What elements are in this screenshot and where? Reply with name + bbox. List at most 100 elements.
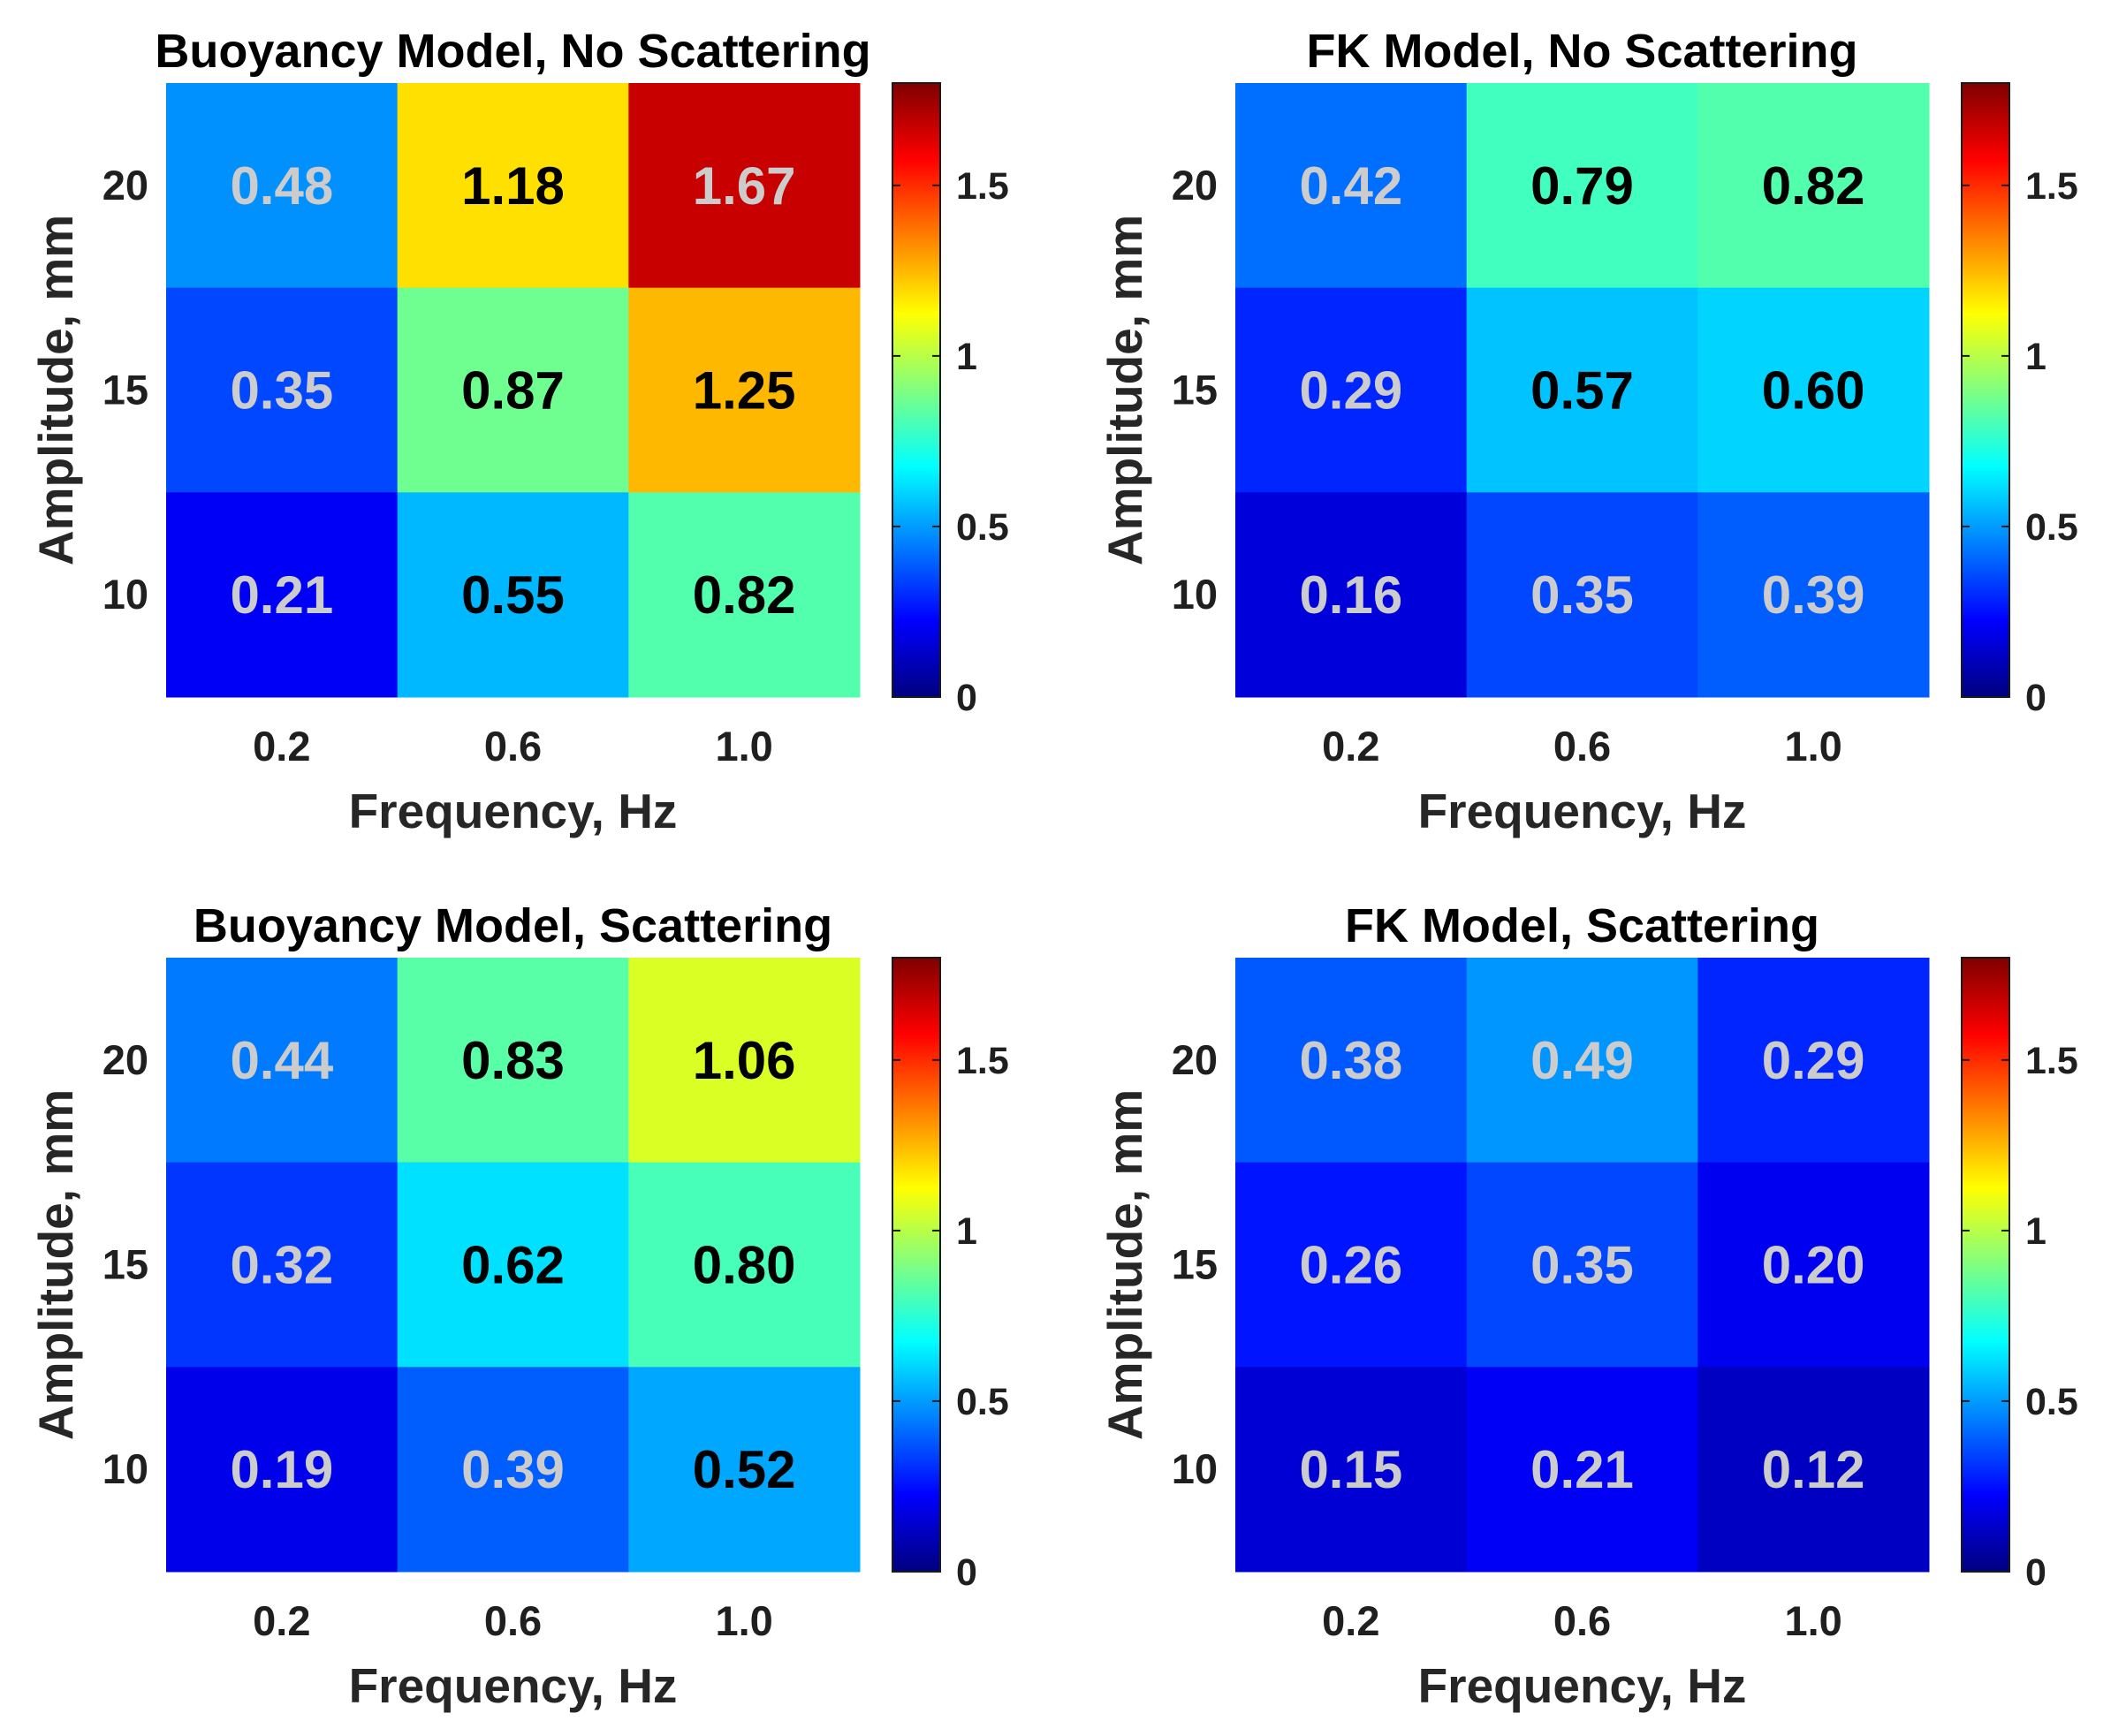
y-tick-label: 10 <box>1172 1445 1218 1492</box>
heatmap-cell <box>166 1162 399 1368</box>
cell-value-label: 0.35 <box>1530 565 1634 625</box>
cell-value-label: 0.21 <box>230 565 333 625</box>
cell-value-label: 0.82 <box>693 565 796 625</box>
heatmap-cell <box>628 287 861 493</box>
x-axis-label: Frequency, Hz <box>1418 784 1747 838</box>
cell-value-label: 0.29 <box>1299 361 1402 421</box>
heatmap-cell <box>1235 287 1468 493</box>
heatmap-cell <box>397 83 629 289</box>
heatmap-cell <box>1697 958 1930 1164</box>
colorbar-tick-label: 1 <box>956 336 977 378</box>
heatmap-cell <box>397 492 629 698</box>
y-axis-label: Amplitude, mm <box>28 1089 83 1440</box>
y-tick-label: 20 <box>1172 1036 1218 1083</box>
cell-value-label: 0.87 <box>461 361 565 421</box>
x-tick-label: 0.2 <box>253 723 310 769</box>
heatmap-cell <box>1235 83 1468 289</box>
heatmap-panel-3: Buoyancy Model, Scattering 0.44 0.83 1.06 0.… <box>28 899 1009 1713</box>
x-tick-label: 0.6 <box>1553 723 1611 769</box>
cell-value-label: 0.38 <box>1299 1031 1402 1090</box>
colorbar-tick-label: 1 <box>2025 1210 2046 1253</box>
heatmap-cell <box>628 492 861 698</box>
colorbar-tick-label: 0 <box>2025 1551 2046 1594</box>
cell-value-label: 0.20 <box>1762 1236 1865 1295</box>
cell-value-label: 0.60 <box>1762 361 1865 421</box>
heatmap-panel-4: FK Model, Scattering 0.38 0.49 0.29 0.26 0.35… <box>1097 899 2078 1713</box>
x-tick-label: 1.0 <box>715 1597 772 1644</box>
cell-value-label: 0.52 <box>693 1440 796 1499</box>
cell-value-label: 0.29 <box>1762 1031 1865 1090</box>
cell-value-label: 0.35 <box>1530 1236 1634 1295</box>
y-axis-label: Amplitude, mm <box>1097 215 1152 565</box>
colorbar-tick-label: 0 <box>956 1551 977 1594</box>
heatmap-cell <box>1466 1162 1698 1368</box>
y-tick-label: 10 <box>103 571 148 618</box>
cell-value-label: 0.12 <box>1762 1440 1865 1499</box>
heatmap-cell <box>1466 958 1698 1164</box>
cell-value-label: 0.49 <box>1530 1031 1634 1090</box>
colorbar-tick-label: 1.5 <box>956 165 1009 208</box>
colorbar-tick-label: 1 <box>956 1210 977 1253</box>
colorbar-tick-label: 1 <box>2025 336 2046 378</box>
heatmap-cell <box>628 83 861 289</box>
heatmap-cell <box>1235 1367 1468 1573</box>
heatmap-cell <box>166 1367 399 1573</box>
heatmap-cell <box>1466 287 1698 493</box>
x-tick-label: 1.0 <box>1784 1597 1841 1644</box>
x-axis-label: Frequency, Hz <box>349 784 678 838</box>
cell-value-label: 0.16 <box>1299 565 1402 625</box>
colorbar-tick-label: 1.5 <box>2025 165 2078 208</box>
panel-title: Buoyancy Model, Scattering <box>194 899 832 952</box>
cell-value-label: 1.25 <box>693 361 796 421</box>
colorbar <box>1961 82 2010 698</box>
colorbar-tick-label: 0 <box>956 677 977 719</box>
x-axis-label: Frequency, Hz <box>1418 1658 1747 1713</box>
heatmap-cell <box>628 1162 861 1368</box>
colorbar <box>1961 957 2010 1573</box>
heatmap-cell <box>628 1367 861 1573</box>
cell-value-label: 0.35 <box>230 361 333 421</box>
cell-value-label: 0.80 <box>693 1236 796 1295</box>
colorbar-tick-label: 1.5 <box>2025 1040 2078 1082</box>
colorbar-tick-label: 1.5 <box>956 1040 1009 1082</box>
x-axis-label: Frequency, Hz <box>349 1658 678 1713</box>
panel-title: Buoyancy Model, No Scattering <box>155 25 870 78</box>
heatmap-cell <box>166 492 399 698</box>
cell-value-label: 1.67 <box>693 156 796 216</box>
cell-value-label: 0.21 <box>1530 1440 1634 1499</box>
heatmap-cell <box>1466 492 1698 698</box>
heatmap-cell <box>1697 83 1930 289</box>
cell-value-label: 0.83 <box>461 1031 565 1090</box>
colorbar-tick-label: 0.5 <box>2025 506 2078 549</box>
heatmap-cell <box>1697 287 1930 493</box>
x-tick-label: 1.0 <box>715 723 772 769</box>
y-tick-label: 15 <box>103 367 148 413</box>
x-tick-label: 0.2 <box>253 1597 310 1644</box>
y-tick-label: 15 <box>1172 1241 1218 1288</box>
heatmap-cell <box>166 958 399 1164</box>
cell-value-label: 0.42 <box>1299 156 1402 216</box>
panel-title: FK Model, Scattering <box>1345 899 1819 952</box>
cell-value-label: 1.06 <box>693 1031 796 1090</box>
cell-value-label: 0.39 <box>461 1440 565 1499</box>
heatmap-panel-2: FK Model, No Scattering 0.42 0.79 0.82 0.29 0… <box>1097 25 2078 838</box>
x-tick-label: 1.0 <box>1784 723 1841 769</box>
panel-title: FK Model, No Scattering <box>1306 25 1857 78</box>
cell-value-label: 0.44 <box>230 1031 333 1090</box>
y-tick-label: 15 <box>103 1241 148 1288</box>
y-axis-label: Amplitude, mm <box>1097 1089 1152 1440</box>
cell-value-label: 0.32 <box>230 1236 333 1295</box>
x-tick-label: 0.6 <box>484 1597 542 1644</box>
x-tick-label: 0.6 <box>1553 1597 1611 1644</box>
y-tick-label: 20 <box>103 1036 148 1083</box>
heatmap-cell <box>397 287 629 493</box>
colorbar <box>892 82 941 698</box>
cell-value-label: 1.18 <box>461 156 565 216</box>
heatmap-panel-1: Buoyancy Model, No Scattering 0.48 1.18 1.6… <box>28 25 1009 838</box>
x-tick-label: 0.6 <box>484 723 542 769</box>
cell-value-label: 0.19 <box>230 1440 333 1499</box>
y-tick-label: 15 <box>1172 367 1218 413</box>
heatmap-cell <box>1235 1162 1468 1368</box>
y-tick-label: 10 <box>103 1445 148 1492</box>
